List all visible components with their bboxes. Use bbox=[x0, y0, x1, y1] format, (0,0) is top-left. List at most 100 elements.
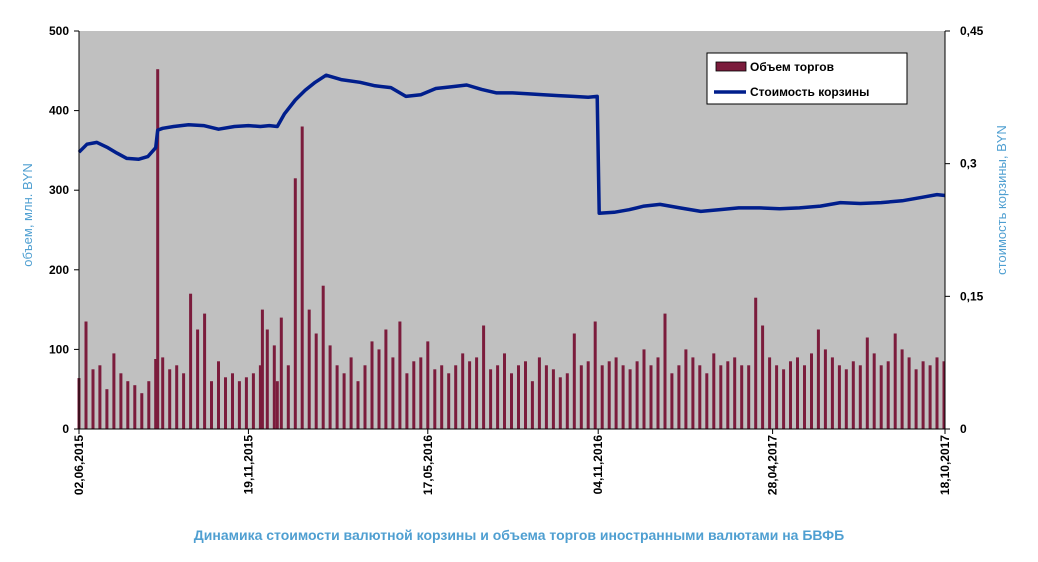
y-axis-right-title: стоимость корзины, BYN bbox=[994, 125, 1009, 275]
bar bbox=[593, 321, 597, 429]
x-tick-label: 02,06,2015 bbox=[72, 435, 86, 495]
bar bbox=[761, 325, 765, 429]
bar bbox=[314, 333, 318, 429]
bar bbox=[419, 357, 423, 429]
bar bbox=[517, 365, 520, 429]
bar bbox=[733, 357, 737, 429]
bar bbox=[328, 345, 332, 429]
bar bbox=[154, 359, 158, 429]
bar bbox=[830, 357, 834, 429]
bar bbox=[614, 357, 618, 429]
bar bbox=[84, 321, 88, 429]
bar bbox=[275, 381, 279, 429]
bar bbox=[775, 365, 779, 429]
bar bbox=[182, 373, 186, 429]
bar bbox=[921, 361, 925, 429]
bar bbox=[914, 369, 918, 429]
bar bbox=[265, 329, 269, 429]
bar bbox=[377, 349, 381, 429]
bar bbox=[412, 361, 416, 429]
y-left-tick-label: 0 bbox=[62, 422, 69, 436]
bar bbox=[893, 333, 897, 429]
bar bbox=[133, 385, 137, 429]
bar bbox=[649, 365, 653, 429]
legend: Объем торгов Стоимость корзины bbox=[706, 52, 908, 105]
bar bbox=[754, 297, 758, 429]
bar bbox=[823, 349, 827, 429]
bar bbox=[126, 381, 130, 429]
bar bbox=[260, 309, 264, 429]
bar bbox=[189, 293, 193, 429]
bar bbox=[258, 365, 262, 429]
y-left-tick-label: 400 bbox=[49, 104, 69, 118]
chart-svg: 0 100 200 300 400 500 0 0,15 0,3 0,45 02,06,2015… bbox=[20, 24, 1009, 495]
bar bbox=[635, 361, 639, 429]
bar bbox=[747, 365, 751, 429]
bar bbox=[572, 333, 576, 429]
bar bbox=[356, 381, 360, 429]
bar bbox=[447, 373, 451, 429]
bar bbox=[524, 361, 527, 429]
bar bbox=[112, 353, 116, 429]
left-axis-ticks: 0 100 200 300 400 500 bbox=[49, 24, 79, 436]
bar bbox=[91, 369, 95, 429]
bar bbox=[782, 369, 786, 429]
bar bbox=[886, 361, 890, 429]
bar bbox=[161, 357, 165, 429]
bar bbox=[796, 357, 799, 429]
bar bbox=[726, 361, 730, 429]
y-left-tick-label: 100 bbox=[49, 342, 69, 356]
bar bbox=[349, 357, 353, 429]
bar bbox=[865, 337, 869, 429]
bar bbox=[293, 178, 297, 429]
bar bbox=[810, 353, 813, 429]
bar bbox=[607, 361, 611, 429]
bar bbox=[307, 309, 311, 429]
legend-label-basket-cost: Стоимость корзины bbox=[750, 85, 869, 99]
legend-box bbox=[706, 52, 908, 105]
bar bbox=[272, 345, 276, 429]
right-axis-ticks: 0 0,15 0,3 0,45 bbox=[945, 24, 984, 436]
bar bbox=[872, 353, 876, 429]
bar bbox=[217, 361, 220, 429]
bar bbox=[119, 373, 123, 429]
bar bbox=[530, 381, 534, 429]
bar bbox=[900, 349, 904, 429]
bar bbox=[677, 365, 681, 429]
x-tick-label: 28,04,2017 bbox=[766, 435, 780, 495]
bar bbox=[231, 373, 234, 429]
bar bbox=[237, 381, 241, 429]
bar bbox=[482, 325, 486, 429]
bar bbox=[698, 365, 702, 429]
bar bbox=[279, 317, 283, 429]
bar bbox=[363, 365, 367, 429]
bar bbox=[321, 285, 325, 429]
bar bbox=[440, 365, 444, 429]
bar bbox=[140, 393, 144, 429]
x-tick-label: 04,11,2016 bbox=[591, 435, 605, 495]
bar bbox=[935, 357, 939, 429]
bar bbox=[147, 381, 151, 429]
bar bbox=[670, 373, 674, 429]
bar bbox=[789, 361, 792, 429]
bar bbox=[391, 357, 395, 429]
bar bbox=[837, 365, 841, 429]
bar bbox=[621, 365, 625, 429]
bar bbox=[851, 361, 855, 429]
bar bbox=[461, 353, 465, 429]
bar bbox=[286, 365, 290, 429]
bar bbox=[503, 353, 506, 429]
bar bbox=[803, 365, 806, 429]
bar bbox=[156, 69, 160, 429]
x-tick-label: 17,05,2016 bbox=[421, 435, 435, 495]
bar bbox=[475, 357, 479, 429]
bar bbox=[712, 353, 716, 429]
bar bbox=[433, 369, 437, 429]
bar bbox=[426, 341, 430, 429]
bar bbox=[98, 365, 102, 429]
bar bbox=[370, 341, 374, 429]
bar bbox=[335, 365, 339, 429]
line-series bbox=[77, 73, 946, 215]
legend-label-volume: Объем торгов bbox=[750, 60, 834, 74]
